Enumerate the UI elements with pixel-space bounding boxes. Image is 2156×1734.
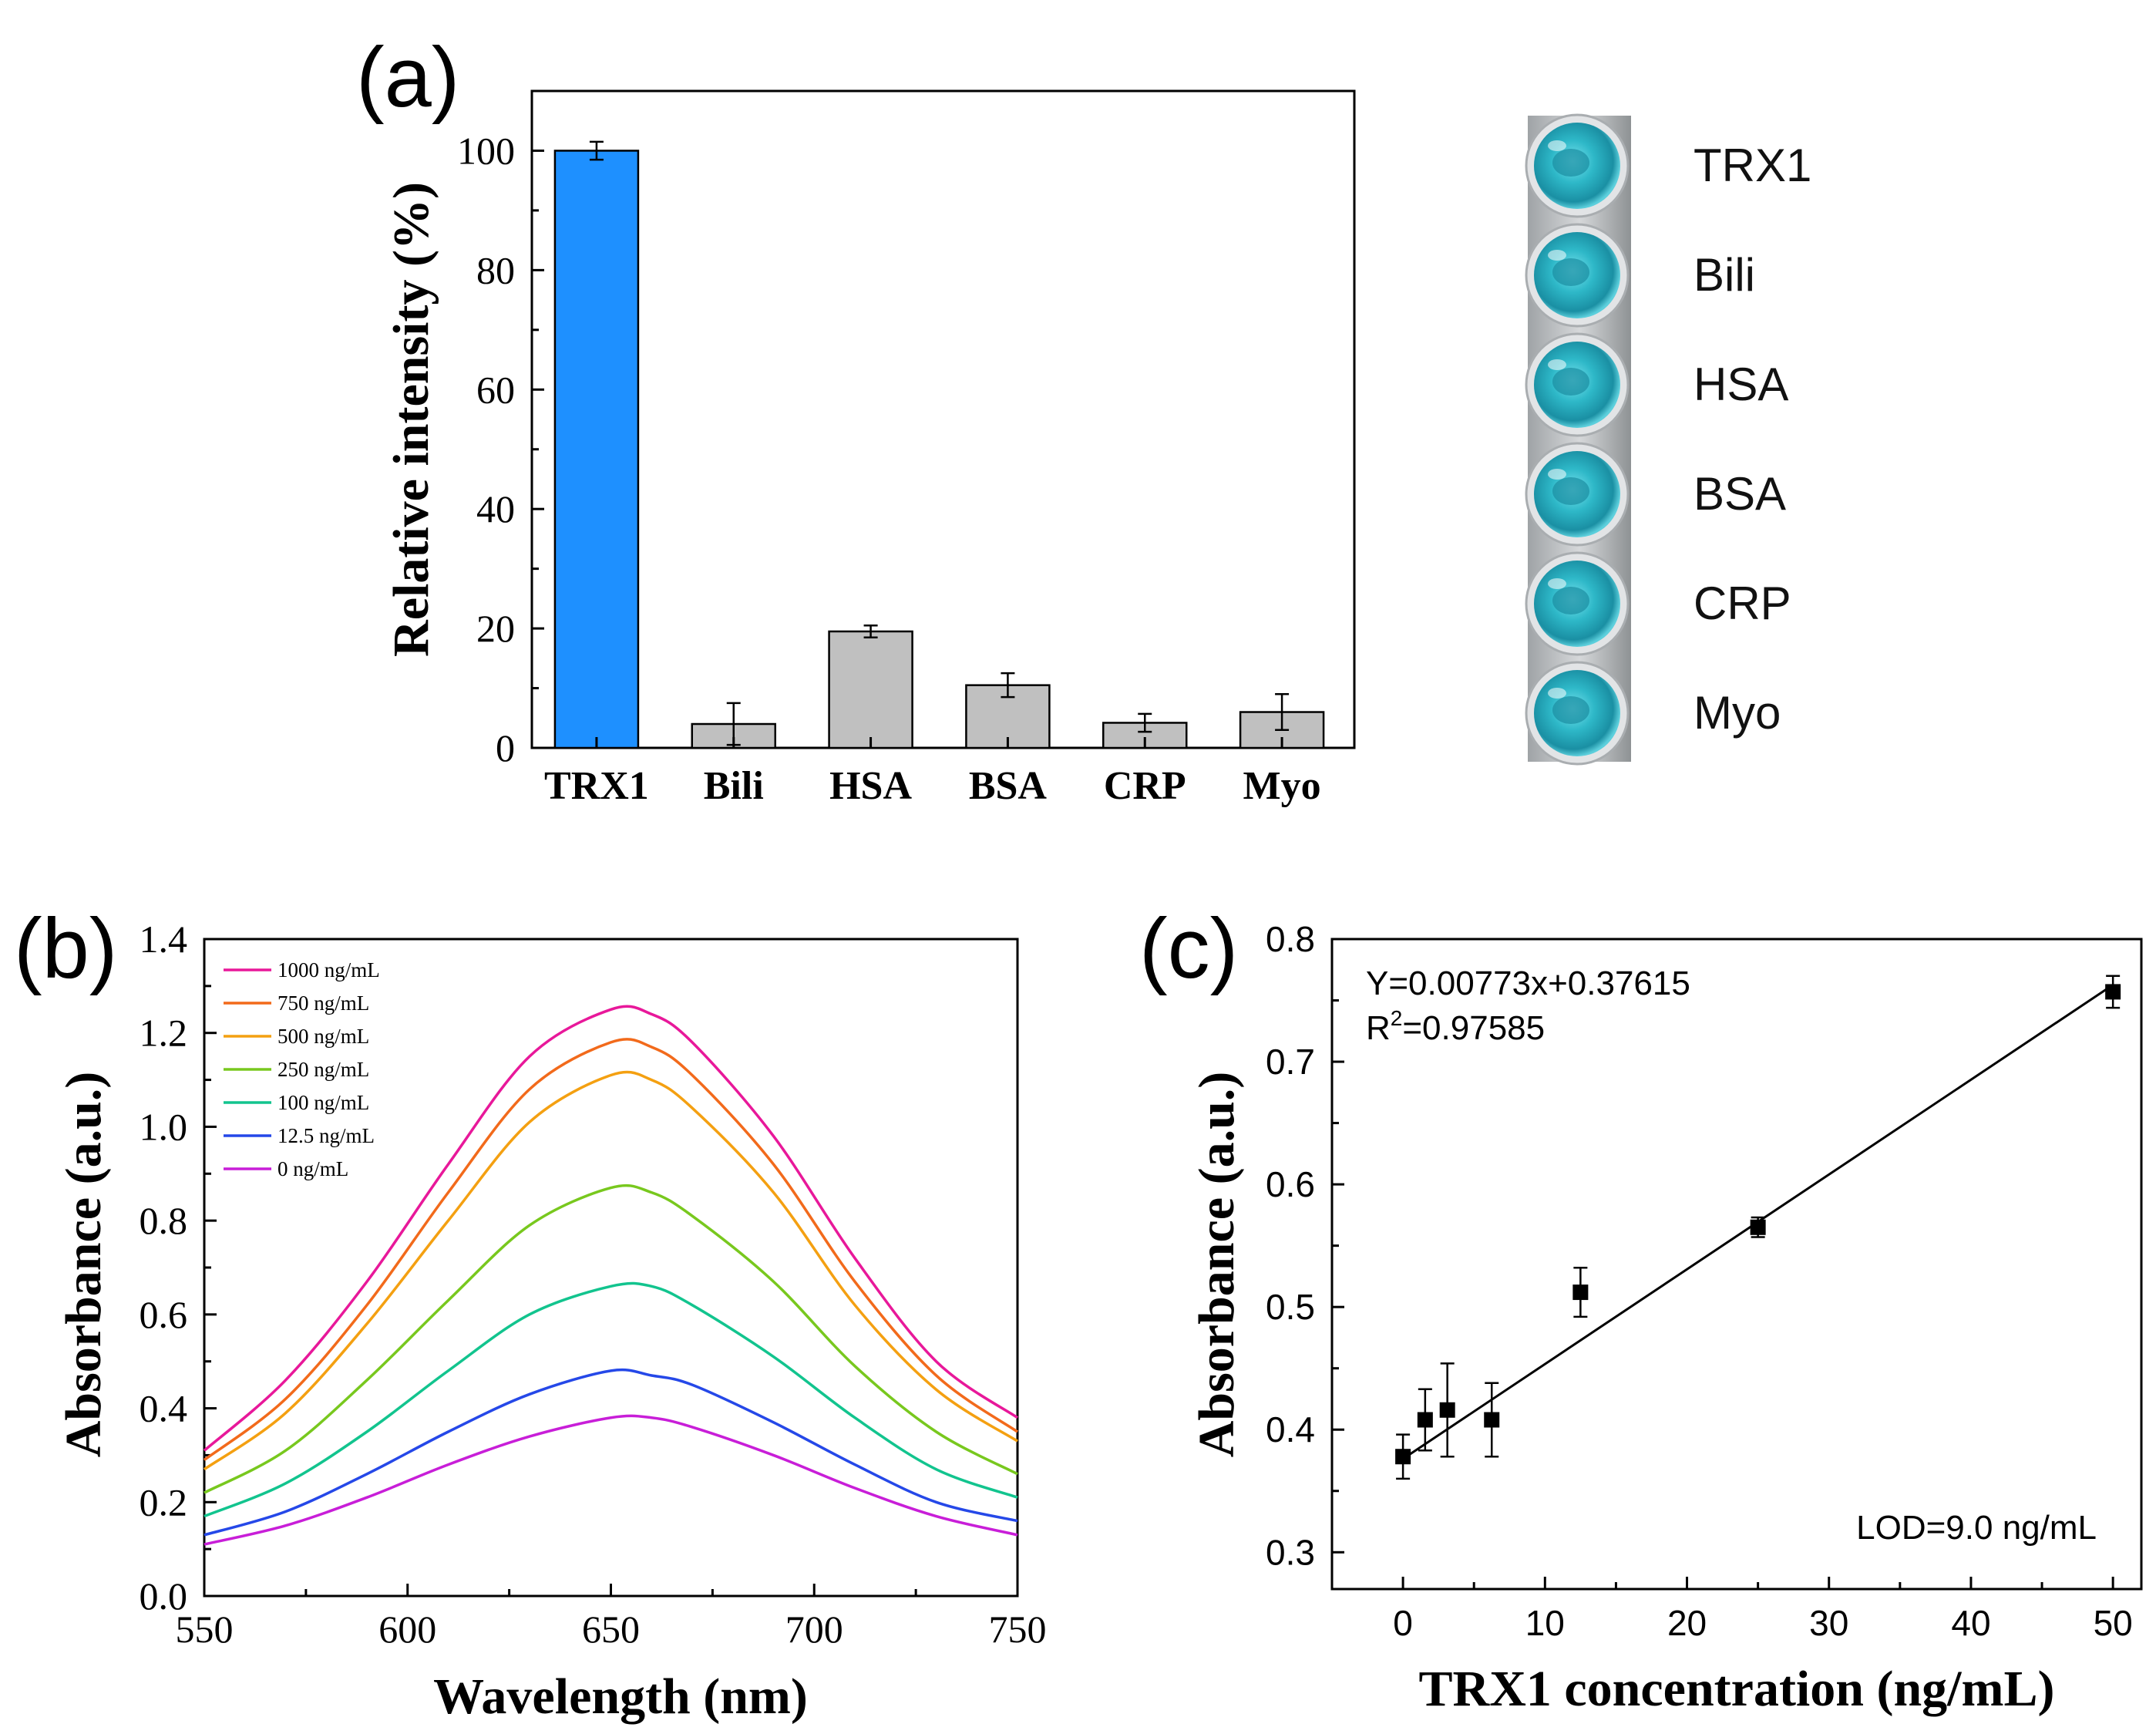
panel-a-ytick-label: 40 (476, 487, 515, 530)
well-highlight (1548, 578, 1566, 589)
panel-b-xtick-label: 650 (582, 1608, 640, 1651)
panel-b-legend-label: 500 ng/mL (277, 1025, 369, 1048)
panel-a-xtick-label: HSA (829, 764, 912, 808)
well-highlight (1548, 688, 1566, 699)
panel-c-frame (1330, 938, 2143, 1591)
panel-tag-b: (b) (14, 901, 117, 996)
panel-b-series-line (203, 1281, 1018, 1518)
panel-b-legend-label: 250 ng/mL (277, 1058, 369, 1081)
panel-b-xtick-label: 750 (989, 1608, 1047, 1651)
panel-a-ytick-label: 0 (496, 726, 515, 769)
panel-a-xtick-label: TRX1 (544, 764, 649, 808)
panel-a-ytick-label: 20 (476, 607, 515, 650)
panel-b-series-line (203, 1070, 1018, 1471)
panel-c-xtick-label: 50 (2094, 1603, 2133, 1643)
panel-a-ytick-label: 100 (457, 129, 515, 172)
panel-b-line-chart: 0.0 0.2 0.4 0.6 0.8 1.0 1.2 1.4 550 600 650 700 750… (55, 918, 1047, 1725)
panel-b-series-line (203, 1368, 1018, 1537)
panel-b-ytick-label: 1.0 (140, 1105, 188, 1148)
well-center-shade (1552, 477, 1589, 505)
panel-a-bar-chart: 0 20 40 60 80 100 TRX1 Bili HSA BSA CRP Myo Relati… (383, 89, 1356, 808)
panel-a-ytick-label: 80 (476, 248, 515, 291)
panel-b-ytick-label: 0.6 (140, 1293, 188, 1336)
well-label-crp: CRP (1694, 577, 1791, 629)
panel-a-xtick-label: Myo (1243, 764, 1321, 808)
panel-c-xtick-label: 10 (1525, 1603, 1565, 1643)
panel-c-ytick-label: 0.5 (1266, 1287, 1315, 1327)
well-label-trx1: TRX1 (1694, 140, 1811, 191)
panel-c-data-point (1750, 1219, 1766, 1235)
panel-c-xtick-label: 20 (1667, 1603, 1707, 1643)
panel-b-ytick-label: 0.8 (140, 1199, 188, 1242)
panel-c-ytick-label: 0.7 (1266, 1042, 1315, 1082)
panel-c-equation: Y=0.00773x+0.37615 (1366, 965, 1690, 1002)
panel-b-legend-label: 12.5 ng/mL (277, 1124, 375, 1147)
panel-b-legend-label: 100 ng/mL (277, 1091, 369, 1114)
panel-c-ytick-label: 0.4 (1266, 1409, 1315, 1449)
panel-b-series-line (203, 1183, 1018, 1494)
well-center-shade (1552, 696, 1589, 724)
well-strip-photo: TRX1 Bili HSA BSA CRP Myo (1525, 113, 1811, 766)
well-highlight (1548, 250, 1566, 261)
panel-a-ylabel: Relative intensity (%) (383, 182, 439, 657)
panel-b-xlabel: Wavelength (nm) (433, 1668, 808, 1725)
well-label-hsa: HSA (1694, 359, 1788, 410)
panel-c-scatter-chart: 0.3 0.4 0.5 0.6 0.7 0.8 0 10 20 30 40 50 Y=0.00773… (1189, 919, 2143, 1717)
well-center-shade (1552, 368, 1589, 396)
panel-b-ytick-label: 0.2 (140, 1480, 188, 1524)
well-label-myo: Myo (1694, 687, 1781, 739)
panel-a-ytick-label: 60 (476, 368, 515, 411)
panel-b-legend-label: 0 ng/mL (277, 1157, 348, 1180)
panel-c-lod: LOD=9.0 ng/mL (1856, 1509, 2097, 1547)
panel-b-series-line (203, 1005, 1018, 1452)
panel-tag-c: (c) (1139, 901, 1238, 996)
panel-c-data-point (1417, 1412, 1433, 1428)
panel-c-ytick-label: 0.3 (1266, 1532, 1315, 1572)
panel-b-ytick-label: 0.4 (140, 1387, 188, 1430)
panel-c-xlabel: TRX1 concentration (ng/mL) (1419, 1661, 2055, 1717)
well-center-shade (1552, 587, 1589, 614)
panel-a-xtick-label: Bili (704, 764, 764, 808)
panel-c-xtick-label: 30 (1809, 1603, 1848, 1643)
panel-c-data-point (2105, 984, 2121, 1000)
well-center-shade (1552, 258, 1589, 286)
panel-c-data-point (1439, 1402, 1455, 1418)
panel-tag-a: (a) (356, 30, 459, 125)
panel-b-xtick-label: 600 (378, 1608, 436, 1651)
panel-c-ytick-label: 0.8 (1266, 919, 1315, 959)
panel-b-ytick-label: 1.2 (140, 1012, 188, 1055)
panel-b-series-line (203, 1038, 1018, 1461)
panel-c-xtick-label: 0 (1393, 1603, 1413, 1643)
panel-c-ytick-label: 0.6 (1266, 1164, 1315, 1204)
panel-a-bar-trx1 (553, 150, 640, 749)
panel-b-legend-label: 1000 ng/mL (277, 958, 380, 981)
panel-a-xtick-label: BSA (969, 764, 1048, 808)
panel-b-legend-label: 750 ng/mL (277, 992, 369, 1015)
panel-b-series-line (203, 1414, 1018, 1546)
well-center-shade (1552, 149, 1589, 177)
panel-b-ytick-label: 0.0 (140, 1574, 188, 1618)
panel-a-frame (530, 89, 1356, 749)
panel-c-r-squared: R2=0.97585 (1366, 1006, 1545, 1047)
panel-c-ylabel: Absorbance (a.u.) (1189, 1072, 1245, 1458)
panel-c-xtick-label: 40 (1951, 1603, 1990, 1643)
panel-c-data-point (1484, 1412, 1500, 1428)
well-highlight (1548, 359, 1566, 370)
panel-b-xtick-label: 550 (176, 1608, 234, 1651)
panel-b-ytick-label: 1.4 (140, 918, 188, 961)
panel-b-ylabel: Absorbance (a.u.) (55, 1072, 112, 1458)
well-label-bili: Bili (1694, 249, 1755, 301)
panel-b-xtick-label: 700 (785, 1608, 843, 1651)
panel-c-data-point (1395, 1449, 1411, 1465)
panel-a-xtick-label: CRP (1104, 764, 1186, 808)
well-highlight (1548, 140, 1566, 151)
panel-a-bar-hsa (828, 630, 913, 749)
well-label-bsa: BSA (1694, 468, 1786, 520)
well-highlight (1548, 469, 1566, 480)
panel-c-data-point (1572, 1285, 1589, 1301)
